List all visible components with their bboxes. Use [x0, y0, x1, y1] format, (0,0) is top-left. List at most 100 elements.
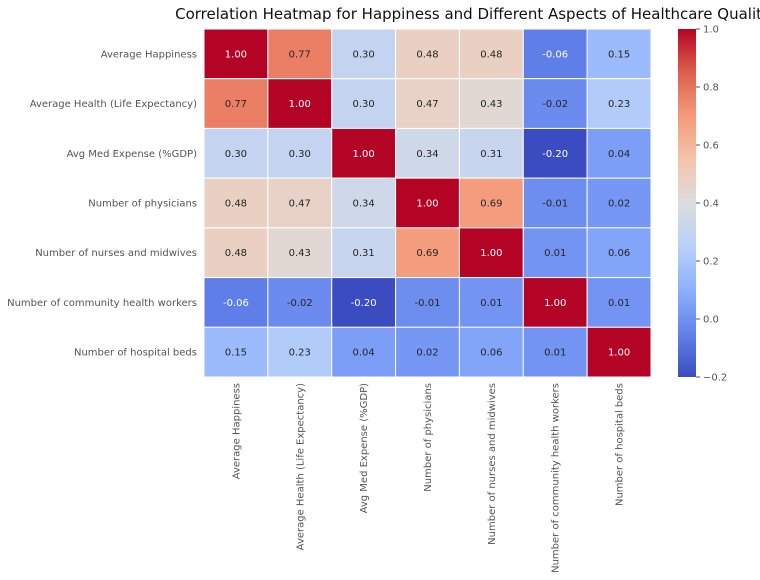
cell-value-label: 0.04 [353, 348, 375, 359]
heatmap-cell [458, 277, 524, 328]
cell-value-label: 0.48 [225, 248, 247, 259]
y-tick-label: Number of community health workers [7, 298, 197, 309]
cell-value-label: 0.15 [608, 49, 630, 60]
y-tick-label: Number of physicians [88, 199, 197, 210]
cell-value-label: -0.02 [287, 298, 313, 309]
cell-value-label: 0.30 [353, 99, 375, 110]
cell-value-label: 1.00 [480, 248, 502, 259]
cell-value-label: 0.69 [480, 199, 502, 210]
cell-value-label: 0.77 [289, 49, 311, 60]
heatmap-cell [395, 177, 460, 229]
cell-value-label: 0.06 [480, 348, 502, 359]
y-tick-label: Number of nurses and midwives [35, 248, 197, 259]
heatmap-cell [522, 326, 588, 378]
cell-value-label: 0.15 [225, 348, 247, 359]
cell-value-label: -0.06 [223, 298, 249, 309]
cell-value-label: 0.02 [608, 199, 630, 210]
heatmap-cell [331, 28, 397, 80]
heatmap-cell [586, 78, 652, 129]
cell-value-label: -0.01 [415, 298, 441, 309]
cell-value-label: -0.06 [542, 49, 568, 60]
cell-value-label: 0.30 [225, 149, 247, 160]
x-tick-label: Number of physicians [423, 383, 434, 492]
cell-value-label: 0.48 [480, 49, 502, 60]
cell-value-label: 0.34 [416, 149, 438, 160]
heatmap-cell [203, 28, 269, 80]
cell-value-label: 0.31 [480, 149, 502, 160]
colorbar-tick-label: 0.8 [703, 83, 719, 94]
heatmap-cell [331, 227, 397, 279]
cell-value-label: 0.01 [608, 298, 630, 309]
heatmap-cell [203, 277, 269, 328]
colorbar-tick-label: −0.2 [703, 373, 727, 384]
heatmap-cell [267, 127, 333, 179]
heatmap-cell [395, 127, 460, 179]
cell-value-label: -0.02 [542, 99, 568, 110]
cell-value-label: 0.47 [289, 199, 311, 210]
cell-value-label: 0.30 [353, 49, 375, 60]
cell-value-label: 1.00 [544, 298, 566, 309]
heatmap-cell [203, 326, 269, 378]
heatmap-cell [586, 277, 652, 328]
cell-value-label: 0.47 [416, 99, 438, 110]
heatmap-cell [395, 277, 460, 328]
cell-value-label: -0.20 [542, 149, 568, 160]
cell-value-label: 1.00 [225, 49, 247, 60]
cell-value-label: -0.01 [542, 199, 568, 210]
cell-value-label: 0.69 [416, 248, 438, 259]
cell-value-label: 0.01 [544, 348, 566, 359]
cell-value-label: 0.31 [353, 248, 375, 259]
cell-value-label: 0.04 [608, 149, 630, 160]
heatmap-cell [267, 28, 333, 80]
cell-value-label: 0.48 [225, 199, 247, 210]
heatmap-cell [203, 78, 269, 129]
cell-value-label: 1.00 [608, 348, 630, 359]
cell-value-label: 0.01 [480, 298, 502, 309]
cell-value-label: 1.00 [289, 99, 311, 110]
y-tick-label: Average Health (Life Expectancy) [30, 99, 197, 110]
heatmap-cell [586, 177, 652, 229]
x-tick-label: Average Happiness [231, 383, 242, 479]
x-tick-label: Number of nurses and midwives [487, 383, 498, 545]
x-tick-label: Number of community health workers [551, 383, 562, 573]
cell-value-label: 0.48 [416, 49, 438, 60]
heatmap-cell [331, 127, 397, 179]
colorbar-tick-label: 0.2 [703, 257, 719, 268]
heatmap-cell [522, 127, 588, 179]
colorbar-tick-label: 1.0 [703, 25, 719, 36]
cell-value-label: 1.00 [416, 199, 438, 210]
heatmap-cell [458, 127, 524, 179]
heatmap-cell [522, 28, 588, 80]
cell-value-label: 0.30 [289, 149, 311, 160]
cell-value-label: -0.20 [351, 298, 377, 309]
colorbar-tick-label: 0.4 [703, 199, 719, 210]
cell-value-label: 0.43 [289, 248, 311, 259]
cell-value-label: 0.02 [416, 348, 438, 359]
colorbar [678, 29, 696, 377]
heatmap-cell [331, 78, 397, 129]
heatmap-cell [395, 326, 460, 378]
cell-value-label: 0.43 [480, 99, 502, 110]
cell-value-label: 0.23 [608, 99, 630, 110]
heatmap-cell [458, 326, 524, 378]
colorbar-tick-label: 0.6 [703, 141, 719, 152]
heatmap-cell [267, 277, 333, 328]
heatmap-cell [586, 127, 652, 179]
x-tick-label: Avg Med Expense (%GDP) [359, 383, 370, 514]
heatmap-cell [522, 177, 588, 229]
cell-value-label: 0.01 [544, 248, 566, 259]
heatmap-cell [203, 177, 269, 229]
cell-value-label: 1.00 [353, 149, 375, 160]
y-tick-label: Avg Med Expense (%GDP) [67, 149, 198, 160]
cell-value-label: 0.06 [608, 248, 630, 259]
chart-title: Correlation Heatmap for Happiness and Di… [175, 5, 760, 23]
heatmap-cell [203, 227, 269, 279]
x-tick-label: Number of hospital beds [615, 383, 626, 506]
cell-value-label: 0.77 [225, 99, 247, 110]
y-tick-label: Average Happiness [101, 49, 197, 60]
heatmap-cell [267, 177, 333, 229]
y-tick-label: Number of hospital beds [74, 348, 197, 359]
cell-value-label: 0.23 [289, 348, 311, 359]
